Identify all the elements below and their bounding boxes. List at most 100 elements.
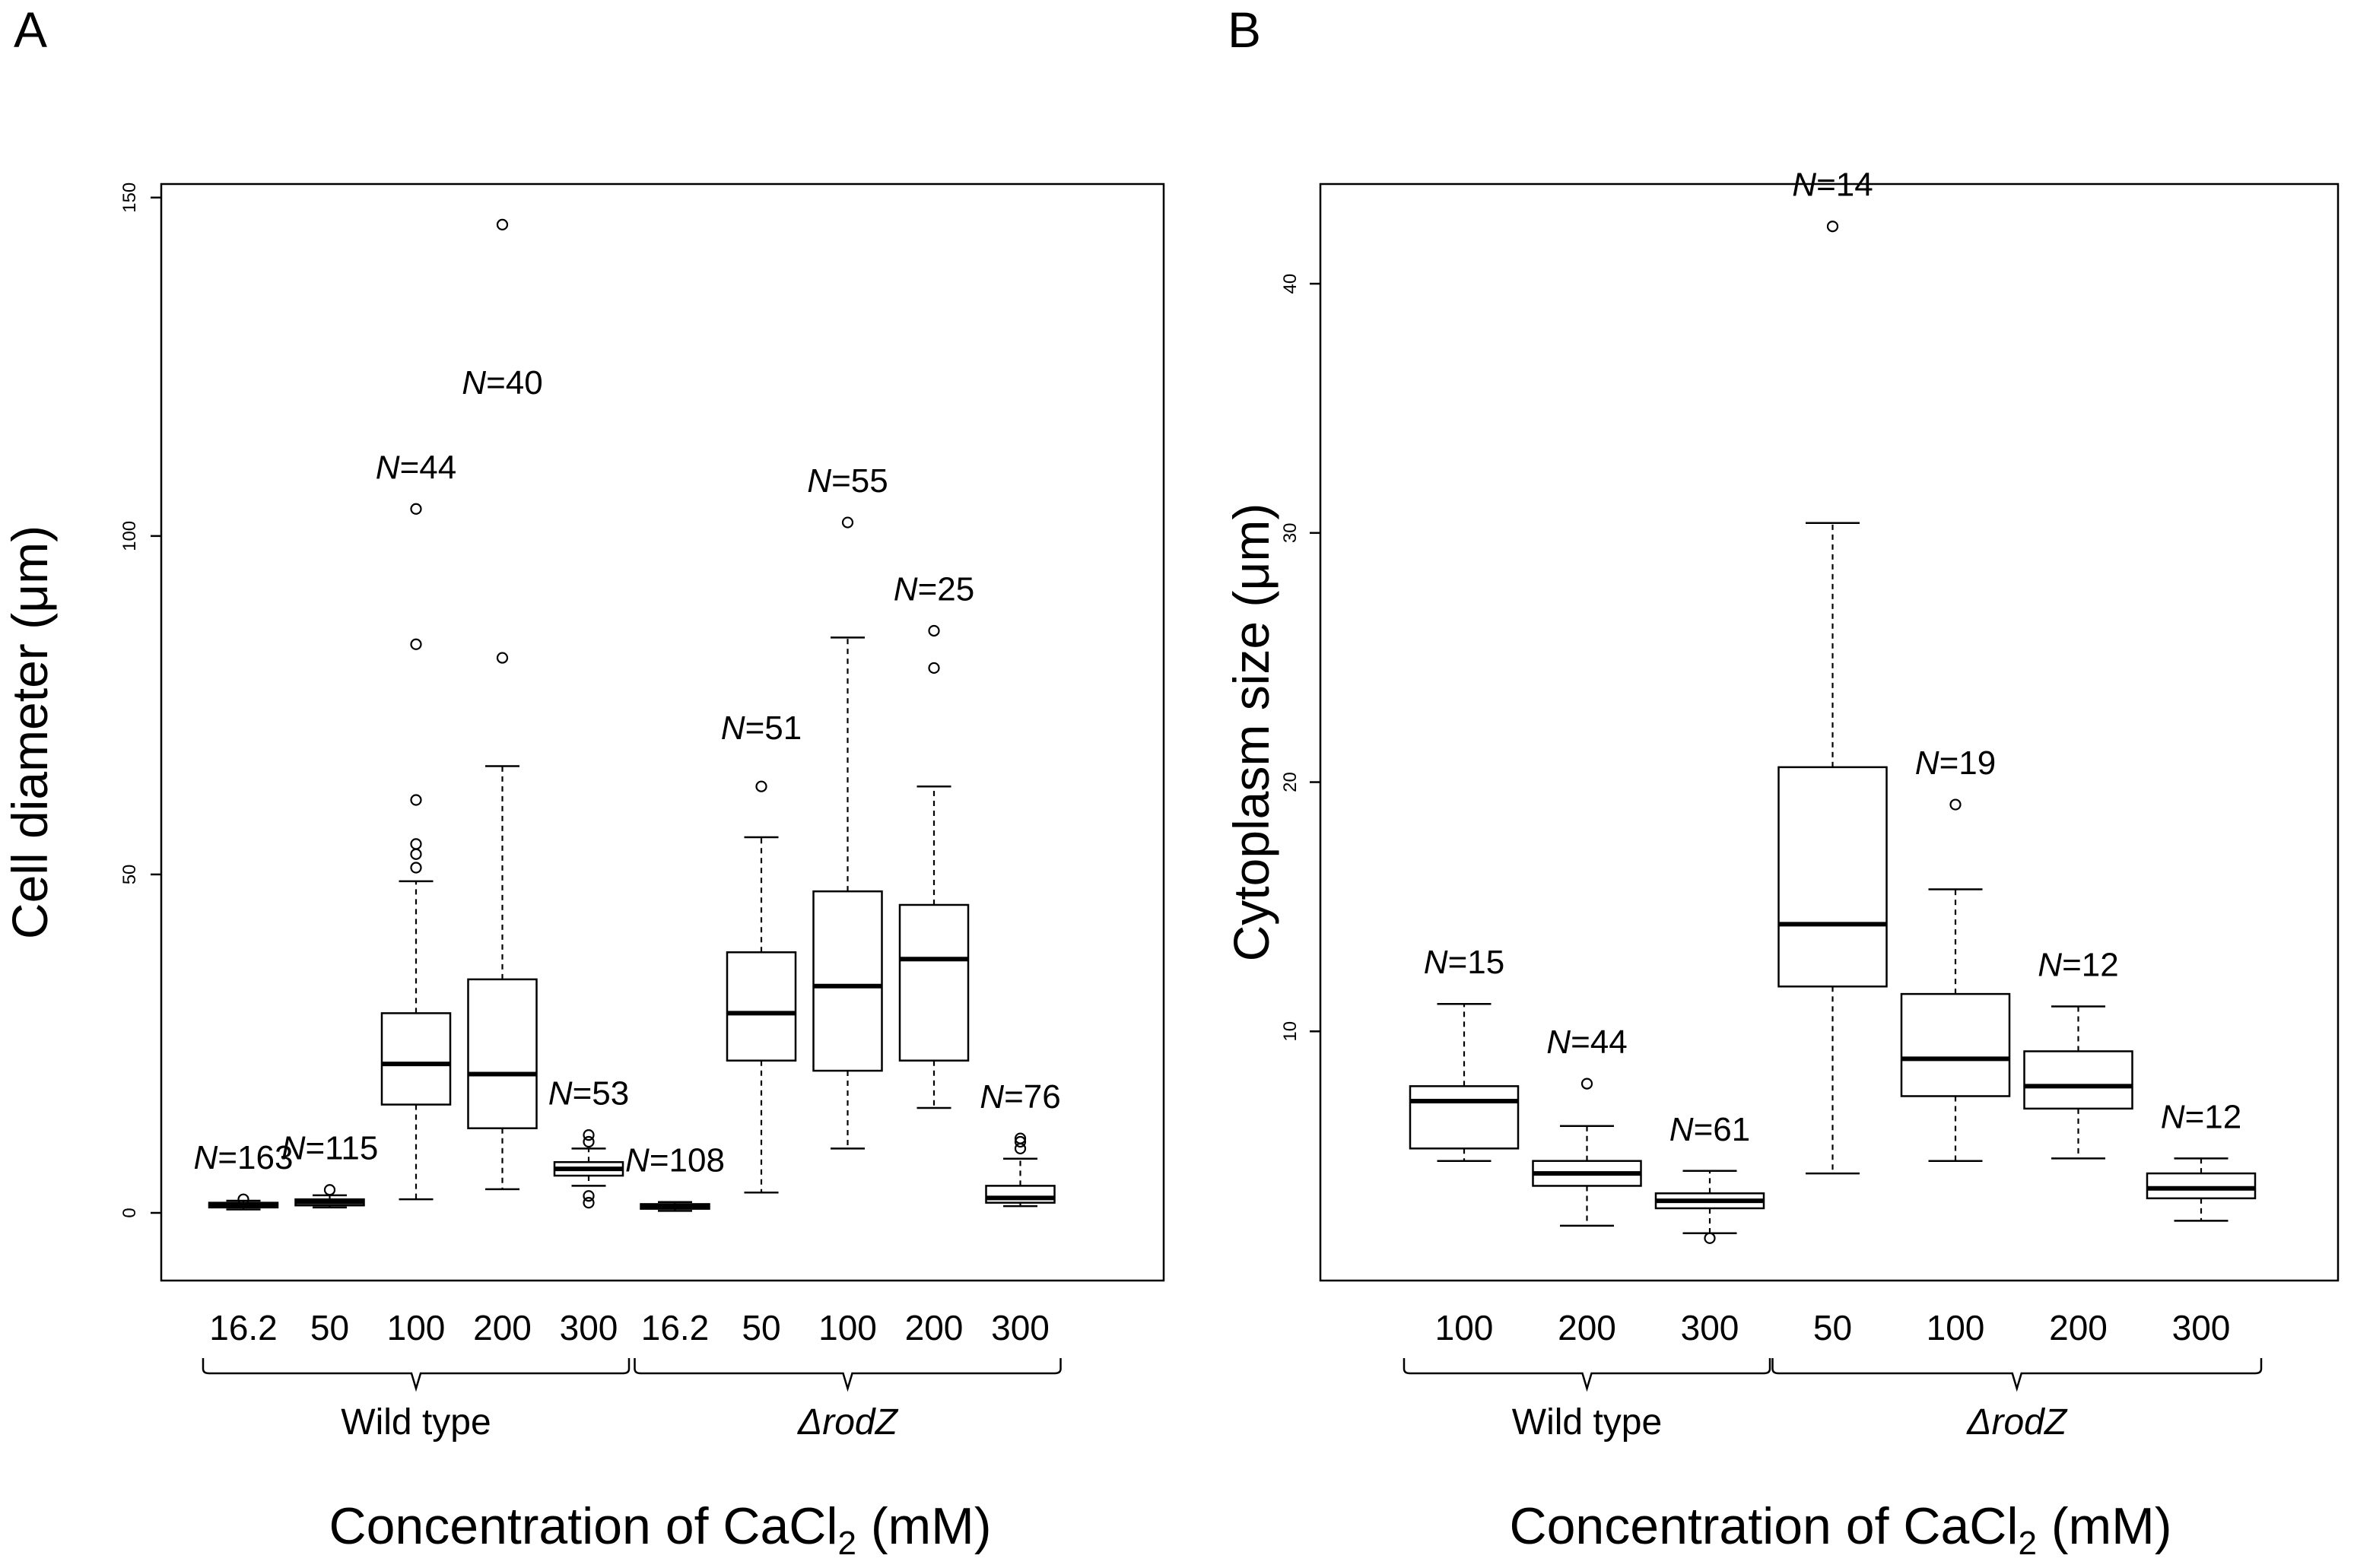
y-tick-label: 10	[1280, 1021, 1301, 1042]
box-group: N=44	[376, 449, 456, 1201]
box-group: N=163	[194, 1139, 294, 1211]
box-group: N=15	[1409, 944, 1520, 1162]
x-tick-label: 100	[387, 1308, 446, 1347]
box-group: N=19	[1900, 744, 2011, 1162]
x-tick-label: 100	[1927, 1308, 1985, 1347]
iqr-box	[1777, 766, 1888, 988]
y-axis-label: Cell diameter (μm)	[2, 525, 58, 939]
outlier-point	[410, 794, 422, 806]
outlier-point	[237, 1193, 249, 1205]
iqr-box	[2023, 1050, 2133, 1110]
x-tick-label: 50	[1813, 1308, 1852, 1347]
outlier-point	[323, 1184, 336, 1196]
y-tick-label: 0	[119, 1208, 140, 1217]
outlier-point	[755, 780, 767, 792]
outlier-point	[410, 638, 422, 650]
box-group: N=76	[980, 1078, 1061, 1208]
iqr-box	[1409, 1085, 1520, 1150]
x-tick-label: 300	[560, 1308, 618, 1347]
sample-size-label: N=44	[1546, 1024, 1627, 1061]
sample-size-label: N=40	[462, 364, 542, 402]
panel-letter: A	[14, 2, 47, 58]
outlier-point	[1014, 1135, 1027, 1148]
box-group: N=61	[1654, 1111, 1765, 1244]
outlier-point	[583, 1135, 595, 1148]
group-label: ΔrodZ	[1966, 1402, 2068, 1443]
sample-size-label: N=53	[548, 1075, 629, 1113]
group-brace	[634, 1358, 1062, 1392]
sample-size-label: N=12	[2161, 1098, 2241, 1135]
sample-size-label: N=108	[625, 1142, 725, 1179]
group-label: ΔrodZ	[797, 1402, 899, 1443]
sample-size-label: N=44	[376, 449, 456, 486]
sample-size-label: N=76	[980, 1078, 1060, 1116]
y-axis-label: Cytoplasm size (μm)	[1223, 503, 1279, 962]
iqr-box	[1900, 992, 2011, 1097]
outlier-point	[1580, 1078, 1593, 1090]
x-tick-label: 300	[2172, 1308, 2231, 1347]
box-group: N=12	[2023, 947, 2133, 1160]
group-label: Wild type	[1512, 1402, 1662, 1443]
box-group: N=14	[1777, 167, 1888, 1175]
box-group: N=108	[625, 1142, 725, 1212]
y-tick-label: 150	[119, 183, 140, 213]
panel-letter: B	[1228, 2, 1261, 58]
outlier-point	[841, 516, 854, 528]
x-tick-label: 100	[1435, 1308, 1494, 1347]
x-tick-label: 300	[1681, 1308, 1739, 1347]
outlier-point	[583, 1190, 595, 1202]
y-tick-label: 100	[119, 521, 140, 551]
x-axis-label: Concentration of CaCl2 (mM)	[1510, 1497, 2172, 1562]
y-tick-label: 30	[1280, 522, 1301, 543]
box-group: N=55	[807, 462, 888, 1150]
outlier-point	[583, 1197, 595, 1209]
x-tick-label: 200	[2049, 1308, 2108, 1347]
iqr-box	[898, 903, 970, 1062]
iqr-box	[726, 951, 797, 1062]
outlier-point	[410, 838, 422, 850]
group-brace	[1403, 1358, 1771, 1392]
x-tick-label: 200	[473, 1308, 532, 1347]
iqr-box	[467, 978, 538, 1129]
sample-size-label: N=51	[721, 709, 802, 747]
y-tick-label: 40	[1280, 274, 1301, 294]
outlier-point	[928, 662, 940, 674]
sample-size-label: N=115	[281, 1130, 379, 1167]
iqr-box	[380, 1012, 452, 1106]
x-tick-label: 50	[310, 1308, 349, 1347]
x-tick-label: 16.2	[209, 1308, 278, 1347]
box-group: N=12	[2146, 1098, 2257, 1222]
plot-frame	[160, 183, 1165, 1282]
x-axis-label: Concentration of CaCl2 (mM)	[329, 1497, 992, 1562]
sample-size-label: N=55	[807, 462, 888, 500]
box-group: N=40	[462, 218, 543, 1191]
outlier-point	[496, 218, 509, 231]
plot-frame	[1319, 183, 2340, 1282]
iqr-box	[812, 890, 883, 1072]
x-tick-label: 16.2	[641, 1308, 710, 1347]
outlier-point	[410, 503, 422, 515]
box-group: N=44	[1532, 1024, 1642, 1227]
outlier-point	[1949, 798, 1962, 811]
box-group: N=115	[281, 1130, 379, 1209]
y-tick-label: 20	[1280, 772, 1301, 792]
x-tick-label: 50	[742, 1308, 780, 1347]
box-group: N=51	[721, 709, 802, 1194]
box-group: N=53	[548, 1075, 629, 1209]
group-brace	[1771, 1358, 2263, 1392]
x-tick-label: 200	[905, 1308, 964, 1347]
x-tick-label: 100	[818, 1308, 877, 1347]
sample-size-label: N=12	[2038, 947, 2118, 984]
outlier-point	[1826, 221, 1839, 233]
box-group: N=25	[894, 570, 974, 1109]
group-brace	[202, 1358, 631, 1392]
sample-size-label: N=163	[194, 1139, 294, 1176]
outlier-point	[496, 652, 509, 664]
outlier-point	[928, 624, 940, 637]
outlier-point	[583, 1129, 595, 1141]
panel-a: A 0 50 100 150 Cell diameter (μm) N=163 16.2 N=1…	[2, 2, 1165, 1562]
x-tick-label: 200	[1558, 1308, 1616, 1347]
sample-size-label: N=14	[1792, 167, 1873, 204]
sample-size-label: N=25	[894, 570, 974, 608]
